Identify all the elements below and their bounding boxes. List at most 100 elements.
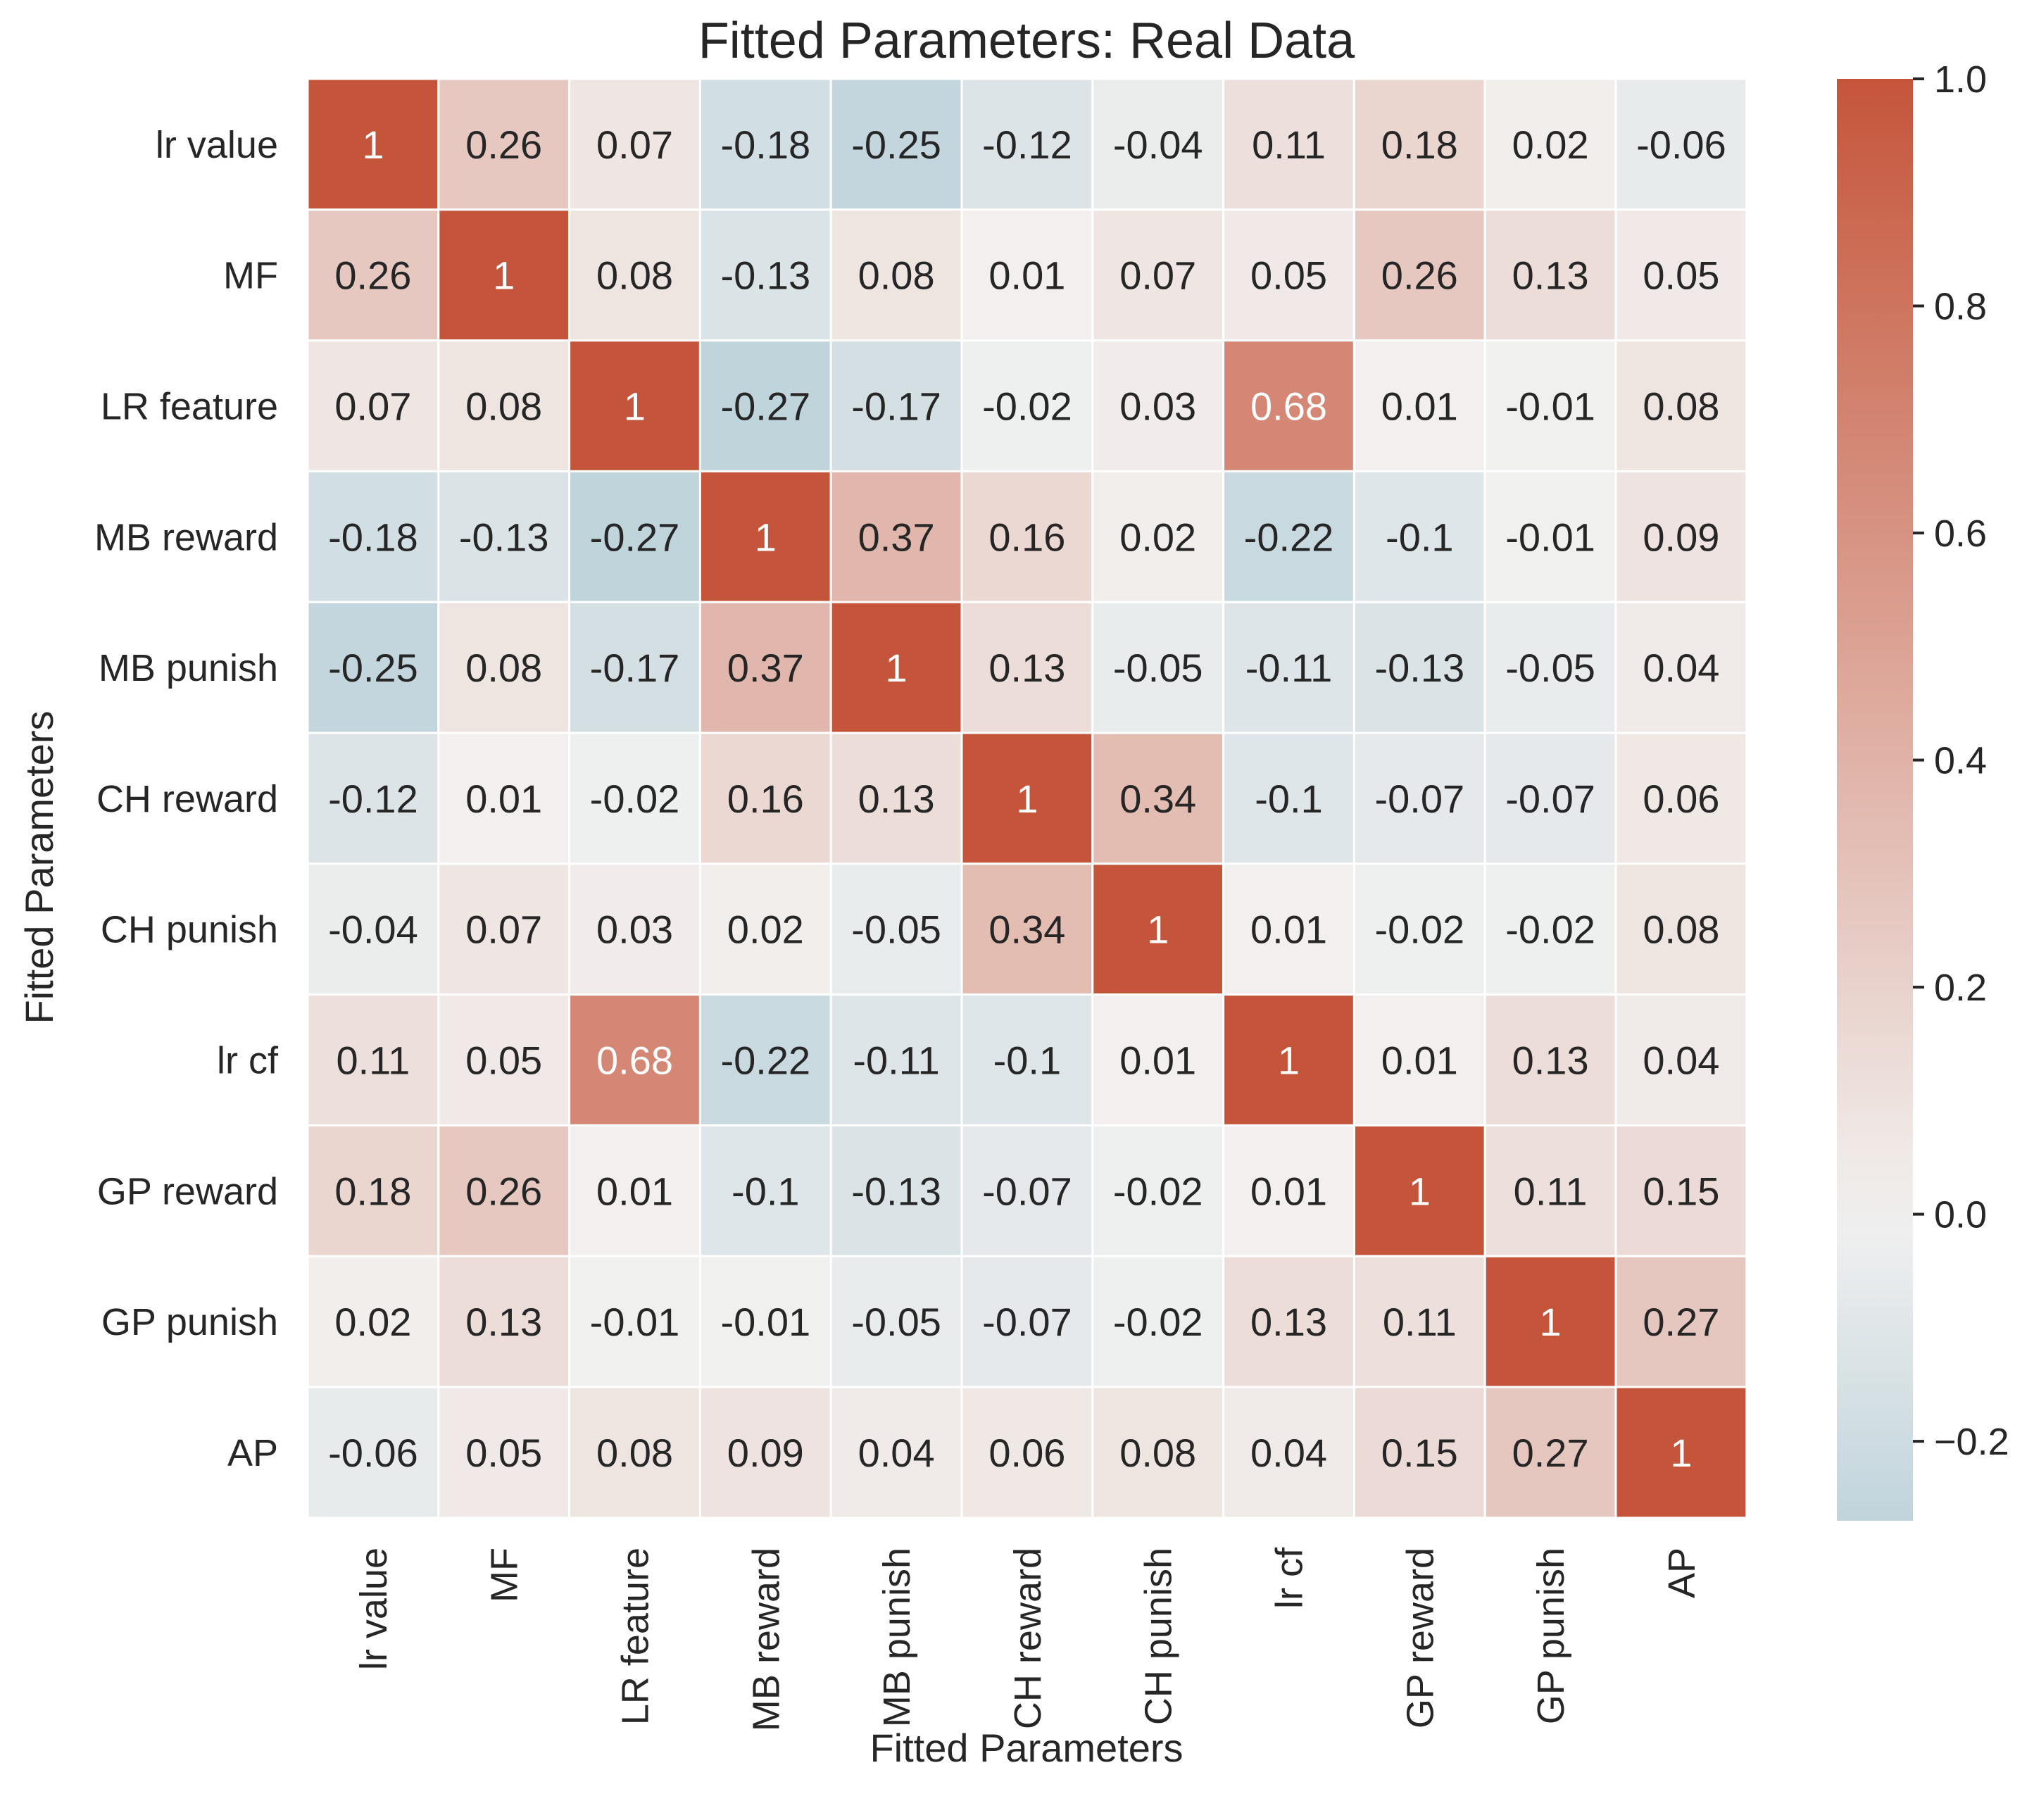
- x-tick-label: lr value: [353, 1548, 395, 1670]
- heatmap-cell: [568, 601, 701, 734]
- cell-value-label: 0.01: [988, 253, 1065, 298]
- cell-value-label: 0.26: [334, 253, 411, 298]
- cell-value-label: -0.13: [459, 515, 549, 559]
- cell-value-label: 0.34: [988, 908, 1065, 952]
- x-tick-label: MB reward: [745, 1548, 787, 1731]
- cell-value-label: -0.12: [982, 123, 1072, 167]
- heatmap-cell: [1352, 1124, 1486, 1257]
- cell-value-label: -0.25: [328, 646, 418, 690]
- cell-value-label: 0.02: [727, 908, 804, 952]
- cell-value-label: 0.26: [465, 123, 542, 167]
- heatmap-cell: [1483, 470, 1617, 603]
- x-tick-label: CH punish: [1138, 1548, 1180, 1725]
- heatmap-cell: [829, 601, 963, 734]
- cell-value-label: 0.01: [1119, 1038, 1196, 1083]
- cell-value-label: 1: [1540, 1300, 1562, 1344]
- cell-value-label: 0.13: [465, 1300, 542, 1344]
- cell-value-label: 0.04: [1643, 646, 1719, 690]
- cell-value-label: 0.37: [858, 515, 935, 559]
- y-tick-label: GP reward: [97, 1170, 278, 1212]
- heatmap-cell: [568, 77, 701, 211]
- heatmap-cell: [960, 1124, 1094, 1257]
- y-tick-labels: lr value MF LR feature MB reward MB punish CH…: [94, 124, 279, 1474]
- cell-value-label: 0.06: [988, 1431, 1065, 1475]
- heatmap-cell: [1352, 732, 1486, 865]
- cell-value-label: -0.1: [1386, 515, 1454, 559]
- cell-value-label: 0.04: [1643, 1038, 1719, 1083]
- heatmap-cell: [698, 470, 832, 603]
- colorbar-tick-label: 0.4: [1934, 740, 1987, 782]
- heatmap-cell: [1352, 339, 1486, 472]
- cell-value-label: -0.07: [982, 1300, 1072, 1344]
- colorbar-tick-label: −0.2: [1934, 1421, 2009, 1463]
- colorbar-gradient: [1837, 79, 1913, 1521]
- cell-value-label: 1: [362, 123, 384, 167]
- cell-value-label: -0.05: [851, 1300, 941, 1344]
- cell-value-label: -0.07: [1505, 777, 1595, 821]
- cell-value-label: 0.08: [1643, 908, 1719, 952]
- heatmap-cell: [1352, 601, 1486, 734]
- cell-value-label: -0.04: [328, 908, 418, 952]
- cell-value-label: 0.08: [1119, 1431, 1196, 1475]
- cell-value-label: -0.18: [720, 123, 810, 167]
- heatmap-cell: [1614, 470, 1748, 603]
- heatmap-cell: [1614, 862, 1748, 996]
- heatmap-cell: [1222, 862, 1355, 996]
- cell-value-label: -0.02: [1505, 908, 1595, 952]
- y-tick-label: CH punish: [101, 909, 278, 951]
- colorbar: −0.2 0.0 0.2 0.4 0.6 0.8 1.0: [1837, 58, 2009, 1521]
- cell-value-label: -0.13: [851, 1169, 941, 1213]
- cell-value-label: 0.01: [1250, 908, 1327, 952]
- heatmap-cell: [1352, 1255, 1486, 1388]
- heatmap-cell: [960, 993, 1094, 1126]
- cell-value-label: 0.01: [465, 777, 542, 821]
- heatmap-cell: [1352, 470, 1486, 603]
- heatmap-cell: [437, 77, 571, 211]
- heatmap-cell: [568, 1255, 701, 1388]
- cell-value-label: 0.13: [1512, 1038, 1589, 1083]
- heatmap-cell: [568, 1386, 701, 1519]
- cell-value-label: 0.37: [727, 646, 804, 690]
- heatmap-cell: [960, 1255, 1094, 1388]
- heatmap-cell: [1091, 339, 1225, 472]
- y-tick-label: AP: [227, 1432, 278, 1474]
- heatmap-cell: [960, 77, 1094, 211]
- cell-value-label: 0.11: [1514, 1169, 1588, 1213]
- heatmap-cell: [1352, 1386, 1486, 1519]
- cell-value-label: 0.05: [465, 1038, 542, 1083]
- cell-value-label: -0.1: [732, 1169, 800, 1213]
- heatmap-cell: [1614, 339, 1748, 472]
- heatmap-cell: [829, 1255, 963, 1388]
- cell-value-label: 0.07: [596, 123, 673, 167]
- heatmap-cell: [1614, 208, 1748, 342]
- heatmap-cell: [306, 1255, 440, 1388]
- cell-value-label: -0.02: [1374, 908, 1464, 952]
- heatmap-cell: [306, 862, 440, 996]
- cell-value-label: 0.01: [1381, 384, 1458, 429]
- x-tick-label: GP punish: [1530, 1548, 1572, 1724]
- heatmap-cell: [960, 601, 1094, 734]
- heatmap-cell: [437, 993, 571, 1126]
- cell-value-label: 0.16: [727, 777, 804, 821]
- colorbar-tick-label: 1.0: [1934, 58, 1987, 101]
- heatmap-cell: [1614, 601, 1748, 734]
- heatmap-cell: [1483, 601, 1617, 734]
- heatmap-cell: [1614, 732, 1748, 865]
- cell-value-label: 0.02: [334, 1300, 411, 1344]
- cell-value-label: 0.05: [465, 1431, 542, 1475]
- heatmap-cell-labels: 1 0.26 0.07 -0.18 -0.25 -0.12 -0.04 0.11 0.18 0.0…: [328, 123, 1726, 1475]
- cell-value-label: 0.68: [1250, 384, 1327, 429]
- cell-value-label: -0.17: [590, 646, 680, 690]
- heatmap-cell: [1483, 77, 1617, 211]
- heatmap-cell: [568, 862, 701, 996]
- heatmap-cell: [1614, 1255, 1748, 1388]
- cell-value-label: 0.08: [596, 1431, 673, 1475]
- heatmap-cell: [1483, 208, 1617, 342]
- cell-value-label: 0.27: [1643, 1300, 1719, 1344]
- cell-value-label: 0.04: [1250, 1431, 1327, 1475]
- y-axis-label: Fitted Parameters: [17, 710, 61, 1024]
- heatmap-cell: [698, 732, 832, 865]
- heatmap-cell: [698, 993, 832, 1126]
